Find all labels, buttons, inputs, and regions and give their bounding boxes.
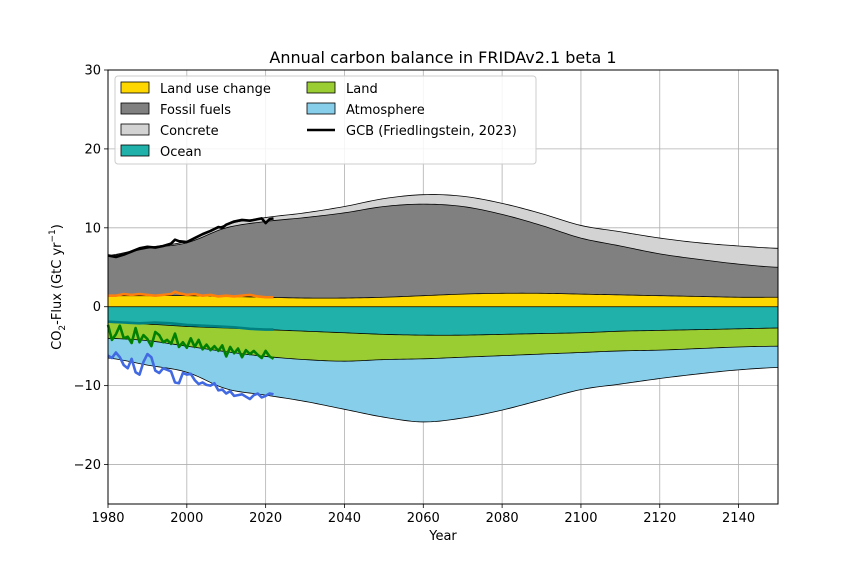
legend: Land use change Fossil fuels Concrete Ocean… — [115, 76, 536, 164]
legend-label: Land use change — [160, 82, 271, 97]
x-tick-label: 2060 — [407, 511, 440, 526]
y-tick-label: −10 — [74, 379, 101, 394]
legend-label: Ocean — [160, 145, 202, 160]
x-tick-label: 2040 — [328, 511, 361, 526]
y-tick-label: −20 — [74, 458, 101, 473]
legend-swatch — [121, 124, 149, 135]
legend-swatch — [121, 103, 149, 114]
y-tick-label: 30 — [84, 64, 101, 79]
legend-swatch — [307, 103, 335, 114]
x-tick-label: 2020 — [249, 511, 282, 526]
legend-label: GCB (Friedlingstein, 2023) — [346, 124, 517, 139]
legend-label: Land — [346, 82, 378, 97]
legend-swatch — [121, 82, 149, 93]
legend-swatch — [307, 82, 335, 93]
chart-title: Annual carbon balance in FRIDAv2.1 beta … — [269, 48, 616, 67]
legend-label: Atmosphere — [346, 103, 425, 118]
y-tick-label: 20 — [84, 142, 101, 157]
x-tick-label: 2140 — [722, 511, 755, 526]
x-tick-label: 2000 — [170, 511, 203, 526]
x-tick-label: 2080 — [486, 511, 519, 526]
x-tick-label: 2120 — [643, 511, 676, 526]
y-tick-label: 10 — [84, 221, 101, 236]
x-axis-label: Year — [428, 529, 457, 544]
legend-label: Fossil fuels — [160, 103, 231, 118]
x-tick-label: 1980 — [91, 511, 124, 526]
legend-label: Concrete — [160, 124, 219, 139]
y-tick-label: 0 — [93, 300, 101, 315]
x-tick-label: 2100 — [564, 511, 597, 526]
legend-swatch — [121, 145, 149, 156]
